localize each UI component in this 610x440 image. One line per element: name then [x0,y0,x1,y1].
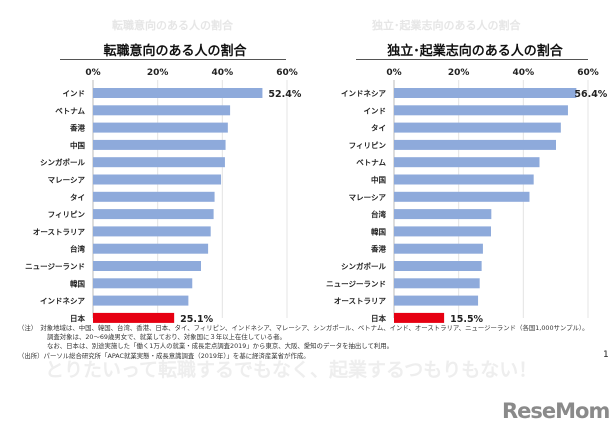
category-label: ニュージーランド [25,262,85,271]
note-line-1: （注） 対象地域は、中国、韓国、台湾、香港、日本、タイ、フィリピン、インドネシア… [18,324,589,332]
bar [394,312,445,323]
category-label: オーストラリア [334,297,387,306]
bar [93,174,222,185]
category-label: 中国 [371,175,386,185]
category-label: フィリピン [349,140,387,150]
category-label: 中国 [70,140,85,150]
category-label: ニュージーランド [326,279,386,288]
bar [93,295,189,306]
category-label: タイ [70,192,85,202]
data-label: 52.4% [268,89,301,100]
category-label: 台湾 [70,244,85,254]
category-label: マレーシア [48,176,86,185]
bar [93,122,228,133]
bar [93,209,214,220]
bar [394,295,479,306]
data-label: 56.4% [574,89,607,100]
bar [394,174,534,185]
page-number: 1 [603,350,609,360]
bar [93,226,211,237]
category-label: ベトナム [356,158,386,167]
ghost-title-right: 独立･起業志向のある人の割合 [372,19,521,32]
chart-title-right: 独立･起業志向のある人の割合 [387,44,563,59]
category-label: シンガポール [40,157,85,167]
category-label: インド [63,89,86,98]
bar [394,261,482,271]
tick-label: 60% [577,68,599,78]
title-underline-right [356,59,588,60]
tick-label: 40% [513,68,535,78]
category-label: インド [364,106,387,115]
bar [394,226,491,237]
note-line-2: 調査対象は、20～69歳男女で、就業しており、対象国に３年以上在住している者。 [47,333,286,341]
tick-label: 60% [276,68,298,78]
tick-label: 40% [212,68,234,78]
bar [93,278,193,289]
bar [394,88,577,98]
bar [93,312,175,323]
category-label: 日本 [371,313,386,323]
note-line-3: なお、日本は、別途実施した「働く1万人の就業・成長定点調査2019」から東京、大… [47,342,394,350]
category-label: 香港 [69,123,85,133]
bar [394,122,561,133]
bar [93,157,225,168]
source-line: （出所）パーソル総合研究所「APAC就業実態・成長意識調査（2019年）」を基に… [18,352,310,360]
tick-label: 0% [386,68,401,78]
tick-label: 20% [147,68,169,78]
category-label: 香港 [370,244,386,254]
bar [93,88,263,98]
bar [93,191,215,202]
category-label: オーストラリア [33,227,86,236]
bar [394,157,540,168]
bar [93,105,231,116]
category-label: インドネシア [40,297,85,306]
category-label: マレーシア [349,193,387,202]
category-label: フィリピン [48,209,86,219]
bar [394,278,480,289]
category-label: インドネシア [341,89,386,98]
category-label: 日本 [70,313,85,323]
category-label: 韓国 [371,226,386,236]
category-label: 台湾 [371,209,386,219]
category-label: 韓国 [70,278,85,288]
bar [394,209,492,220]
bar [93,243,209,254]
bar [394,191,530,202]
title-underline-left [60,59,286,60]
bar [394,243,483,254]
resemom-logo: ReseMom [502,399,610,423]
tick-label: 20% [448,68,470,78]
category-label: ベトナム [55,106,85,115]
category-label: タイ [371,123,386,133]
bar [394,139,556,150]
bar [93,261,201,271]
ghost-title-left: 転職意向のある人の割合 [112,19,233,32]
data-label: 15.5% [450,314,483,325]
ghost-caption: とりたいって転職するでもなく、起業するつもりもない！ [45,359,538,381]
tick-label: 0% [85,68,100,78]
bar [394,105,568,116]
bar [93,139,226,150]
category-label: シンガポール [341,261,386,271]
charts-svg: 0% 20% 40% 60%インド 52.4%ベトナム香港中国シンガポールマレーシアタイ… [25,68,608,325]
data-label: 25.1% [180,314,213,325]
chart-title-left: 転職意向のある人の割合 [103,44,247,59]
